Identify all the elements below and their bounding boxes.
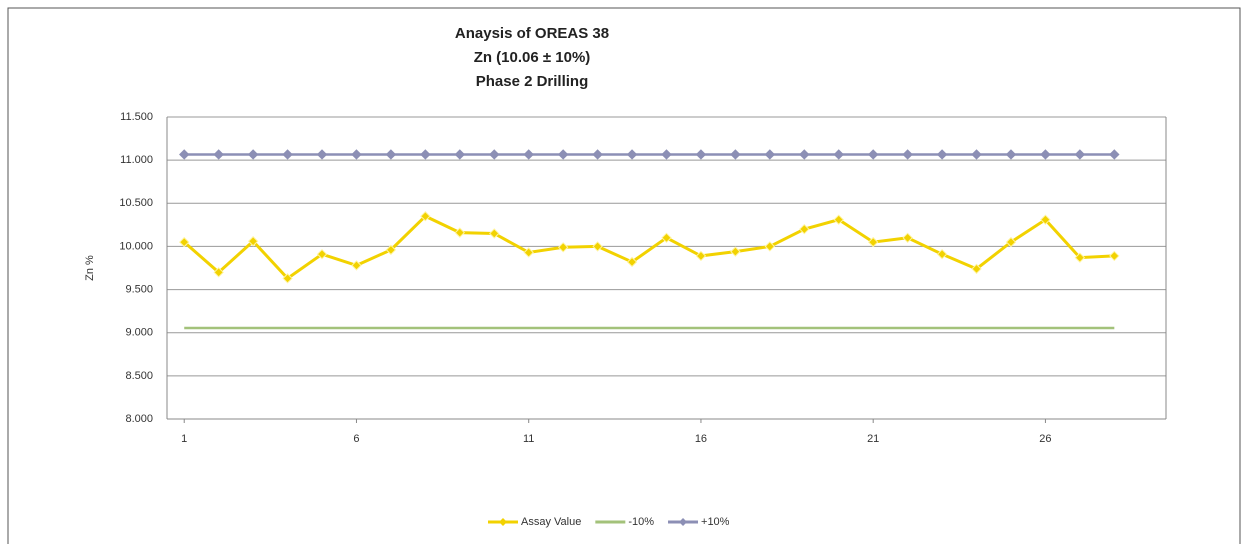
point — [1074, 149, 1086, 160]
point — [557, 149, 569, 160]
point — [661, 149, 672, 160]
point — [247, 149, 259, 160]
point — [282, 273, 293, 284]
point — [523, 247, 534, 258]
point — [351, 260, 362, 271]
point — [971, 263, 982, 275]
point — [695, 250, 707, 262]
point — [557, 242, 569, 253]
point — [385, 244, 397, 256]
x-tick-label: 26 — [1039, 433, 1051, 445]
point — [489, 149, 500, 160]
point — [867, 149, 879, 160]
point — [867, 236, 879, 248]
point — [764, 149, 776, 160]
point — [420, 149, 431, 160]
y-tick-label: 8.000 — [125, 413, 153, 425]
y-tick-label: 9.000 — [125, 327, 153, 339]
x-tick-label: 11 — [523, 433, 534, 445]
point — [213, 267, 224, 278]
point — [316, 149, 328, 160]
point — [592, 149, 603, 160]
point — [833, 214, 844, 225]
point — [1005, 236, 1017, 248]
point — [626, 256, 638, 268]
point — [1109, 250, 1120, 262]
point — [902, 232, 913, 244]
y-tick-label: 11.500 — [120, 111, 153, 123]
series-line — [183, 214, 1115, 281]
point — [971, 149, 982, 160]
chart-title: Anaysis of OREAS 38 — [455, 25, 609, 42]
point — [179, 149, 190, 160]
point — [523, 149, 534, 160]
point — [489, 228, 500, 239]
point — [799, 149, 810, 160]
point — [1005, 149, 1017, 160]
legend-marker — [679, 518, 688, 526]
point — [695, 149, 707, 160]
point — [1074, 252, 1086, 263]
point — [936, 248, 948, 260]
point — [661, 232, 672, 244]
x-tick-label: 16 — [695, 433, 707, 445]
point — [247, 236, 259, 247]
point — [179, 236, 190, 248]
point — [626, 149, 638, 160]
point — [385, 149, 397, 160]
point — [351, 149, 362, 160]
y-tick-label: 10.500 — [119, 197, 153, 209]
y-axis-label: Zn % — [84, 255, 96, 281]
point — [936, 149, 948, 160]
point — [730, 149, 741, 160]
point — [1040, 149, 1051, 160]
legend-label: Assay Value — [521, 516, 581, 528]
y-tick-label: 11.000 — [120, 154, 153, 166]
legend-label: +10% — [701, 516, 730, 528]
y-tick-label: 8.500 — [125, 370, 153, 382]
legend-label: -10% — [628, 516, 654, 528]
x-tick-label: 6 — [353, 433, 359, 445]
legend-marker — [499, 518, 507, 526]
chart-title: Zn (10.06 ± 10%) — [474, 49, 591, 66]
point — [454, 227, 466, 238]
point — [1040, 214, 1051, 225]
chart-title: Phase 2 Drilling — [476, 73, 589, 90]
chart-frame — [7, 7, 1241, 544]
point — [316, 248, 328, 260]
point — [454, 149, 466, 160]
point — [420, 211, 431, 222]
point — [282, 149, 293, 160]
point — [902, 149, 913, 160]
y-tick-label: 10.000 — [119, 240, 153, 252]
point — [730, 246, 741, 257]
point — [799, 223, 810, 235]
y-tick-label: 9.500 — [125, 283, 153, 295]
point — [213, 149, 224, 160]
point — [764, 241, 776, 252]
point — [592, 241, 603, 252]
point — [1109, 149, 1120, 160]
x-tick-label: 21 — [867, 433, 879, 445]
point — [833, 149, 844, 160]
x-tick-label: 1 — [181, 433, 187, 445]
